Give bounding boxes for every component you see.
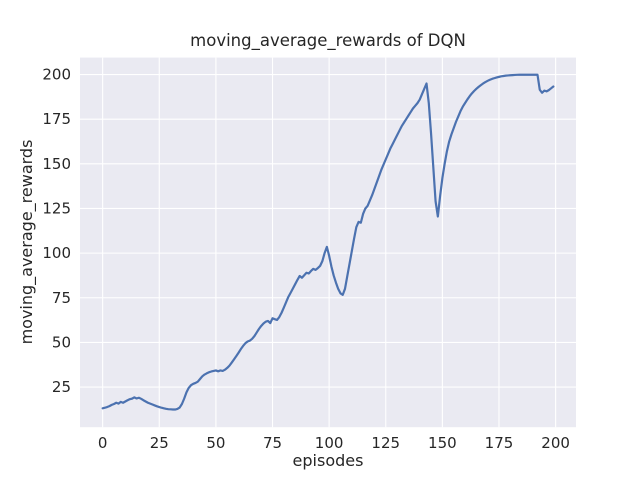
y-tick-label: 150 — [42, 155, 71, 173]
plot-area: 0 25 50 75 100 125 150 175 200 25 50 75 100 125 150 175… — [42, 57, 576, 452]
x-tick-label: 100 — [315, 434, 344, 452]
y-tick-label: 200 — [42, 66, 71, 84]
y-tick-label: 175 — [42, 110, 71, 128]
y-axis-label: moving_average_rewards — [17, 140, 37, 345]
data-line — [101, 73, 555, 411]
x-tick-label: 50 — [206, 434, 225, 452]
x-tick-label: 75 — [263, 434, 282, 452]
chart-title: moving_average_rewards of DQN — [190, 31, 466, 51]
y-tick-label: 50 — [52, 333, 71, 351]
x-tick-label: 200 — [541, 434, 570, 452]
y-tick-label: 100 — [42, 244, 71, 262]
x-tick-label: 25 — [150, 434, 169, 452]
y-tick-label: 25 — [52, 378, 71, 396]
x-tick-label: 0 — [98, 434, 108, 452]
y-tick-label: 125 — [42, 199, 71, 217]
x-tick-label: 125 — [371, 434, 400, 452]
y-tick-label: 75 — [52, 289, 71, 307]
x-axis-label: episodes — [293, 451, 364, 470]
axes-background — [80, 57, 576, 428]
x-tick-label: 150 — [428, 434, 457, 452]
x-tick-label: 175 — [485, 434, 514, 452]
